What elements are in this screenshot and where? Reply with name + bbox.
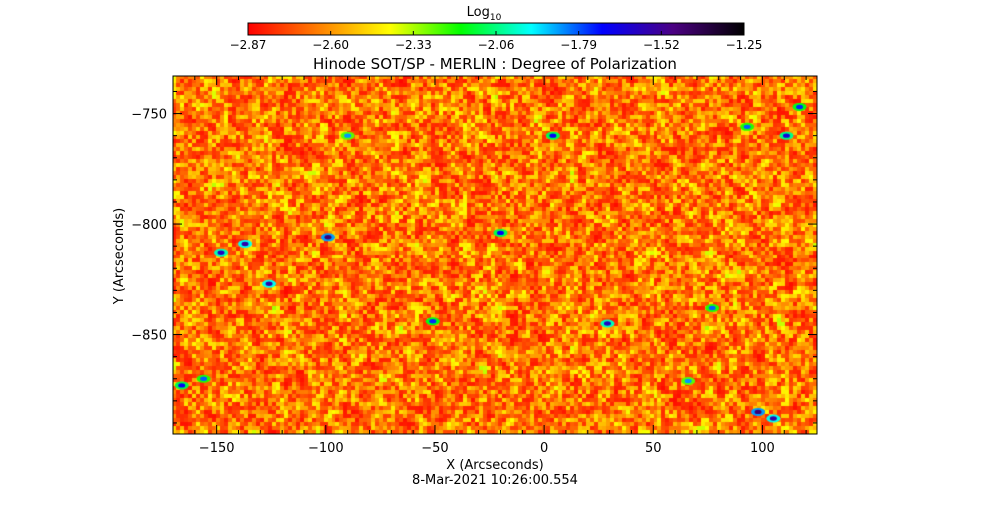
colorbar-tick-label: −2.33 (395, 38, 432, 52)
colorbar-title-sub: 10 (490, 13, 502, 23)
plot-frame (172, 75, 818, 435)
colorbar-tick-label: −2.06 (478, 38, 515, 52)
y-axis-label: Y (Arcseconds) (112, 208, 127, 305)
x-axis-label: X (Arcseconds) (446, 458, 543, 473)
x-tick-label: −100 (308, 441, 344, 456)
colorbar-title-base: Log (467, 5, 490, 20)
heatmap-canvas (173, 76, 817, 434)
x-tick-label: 50 (645, 441, 662, 456)
colorbar-fill (248, 23, 744, 35)
y-tick-label: −750 (131, 108, 167, 123)
x-tick-label: −150 (199, 441, 235, 456)
y-axis: −750 −800 −850 (131, 90, 817, 424)
colorbar-tick-label: −2.87 (230, 38, 267, 52)
colorbar-tick-label: −1.79 (560, 38, 597, 52)
x-tick-label: 100 (750, 441, 775, 456)
colorbar-gradient (248, 23, 744, 35)
x-tick-label: 0 (540, 441, 548, 456)
colorbar-title: Log10 (467, 5, 502, 23)
colorbar-tick-label: −2.60 (312, 38, 349, 52)
x-axis: −150 −100 −50 0 50 100 (172, 76, 807, 456)
chart-title: Hinode SOT/SP - MERLIN : Degree of Polar… (313, 55, 677, 73)
y-tick-label: −800 (131, 218, 167, 233)
colorbar-tick-label: −1.25 (726, 38, 763, 52)
y-tick-label: −850 (131, 329, 167, 344)
colorbar-ticks: −2.87 −2.60 −2.33 −2.06 −1.79 −1.52 −1.25 (230, 31, 763, 52)
x-tick-label: −50 (421, 441, 448, 456)
timestamp: 8-Mar-2021 10:26:00.554 (412, 473, 578, 488)
heatmap-plot-area (173, 76, 817, 434)
colorbar-tick-label: −1.52 (643, 38, 680, 52)
